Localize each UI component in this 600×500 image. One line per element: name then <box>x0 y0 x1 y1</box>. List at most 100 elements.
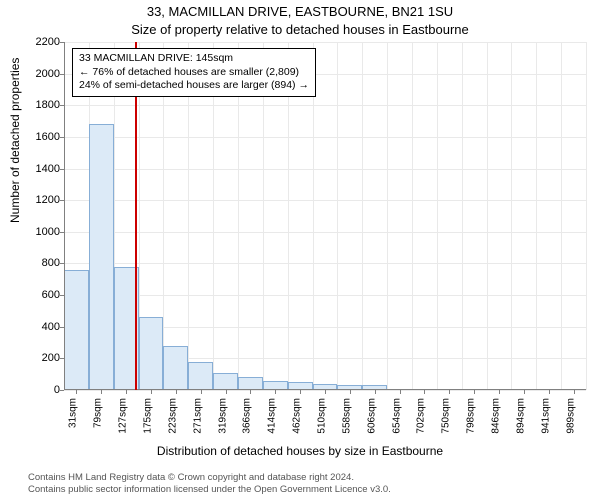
y-tick-label: 1600 <box>20 131 60 143</box>
x-tick-mark <box>524 390 525 394</box>
x-tick-label: 654sqm <box>391 398 402 448</box>
x-tick-mark <box>275 390 276 394</box>
x-tick-mark <box>574 390 575 394</box>
gridline-vertical <box>487 42 488 390</box>
x-tick-label: 31sqm <box>68 398 79 448</box>
y-tick-label: 600 <box>20 289 60 301</box>
gridline-horizontal <box>64 263 586 264</box>
gridline-horizontal <box>64 42 586 43</box>
x-tick-mark <box>325 390 326 394</box>
x-tick-label: 223sqm <box>167 398 178 448</box>
x-tick-mark <box>226 390 227 394</box>
gridline-horizontal <box>64 137 586 138</box>
x-tick-label: 989sqm <box>565 398 576 448</box>
y-tick-label: 1400 <box>20 163 60 175</box>
gridline-vertical <box>462 42 463 390</box>
gridline-vertical <box>511 42 512 390</box>
x-tick-mark <box>201 390 202 394</box>
legend-line-2: ← 76% of detached houses are smaller (2,… <box>79 66 309 80</box>
y-axis-line <box>64 42 65 390</box>
y-tick-mark <box>60 137 64 138</box>
histogram-bar <box>188 362 213 390</box>
footer-line-2: Contains public sector information licen… <box>28 484 391 496</box>
x-tick-label: 175sqm <box>143 398 154 448</box>
gridline-vertical <box>536 42 537 390</box>
x-tick-mark <box>76 390 77 394</box>
x-tick-mark <box>350 390 351 394</box>
gridline-horizontal <box>64 105 586 106</box>
x-tick-label: 414sqm <box>267 398 278 448</box>
x-tick-mark <box>126 390 127 394</box>
y-tick-label: 0 <box>20 384 60 396</box>
gridline-vertical <box>586 42 587 390</box>
legend-box: 33 MACMILLAN DRIVE: 145sqm ← 76% of deta… <box>72 48 316 97</box>
y-tick-label: 2200 <box>20 36 60 48</box>
x-tick-label: 798sqm <box>466 398 477 448</box>
y-tick-label: 2000 <box>20 68 60 80</box>
x-tick-label: 510sqm <box>317 398 328 448</box>
x-tick-label: 366sqm <box>242 398 253 448</box>
gridline-horizontal <box>64 200 586 201</box>
gridline-horizontal <box>64 232 586 233</box>
histogram-bar <box>163 346 188 390</box>
y-tick-mark <box>60 295 64 296</box>
y-tick-mark <box>60 169 64 170</box>
y-tick-mark <box>60 105 64 106</box>
y-tick-label: 800 <box>20 257 60 269</box>
footer-line-1: Contains HM Land Registry data © Crown c… <box>28 472 391 484</box>
footer-attribution: Contains HM Land Registry data © Crown c… <box>28 472 391 496</box>
x-tick-mark <box>549 390 550 394</box>
gridline-vertical <box>362 42 363 390</box>
x-tick-label: 606sqm <box>366 398 377 448</box>
x-tick-label: 894sqm <box>515 398 526 448</box>
y-tick-mark <box>60 200 64 201</box>
x-tick-mark <box>250 390 251 394</box>
x-tick-mark <box>375 390 376 394</box>
x-tick-mark <box>424 390 425 394</box>
x-tick-label: 846sqm <box>491 398 502 448</box>
x-tick-mark <box>151 390 152 394</box>
gridline-horizontal <box>64 295 586 296</box>
histogram-bar <box>139 317 164 390</box>
x-tick-label: 941sqm <box>540 398 551 448</box>
x-tick-label: 702sqm <box>416 398 427 448</box>
x-tick-mark <box>176 390 177 394</box>
gridline-vertical <box>412 42 413 390</box>
y-tick-mark <box>60 390 64 391</box>
x-tick-mark <box>300 390 301 394</box>
histogram-bar <box>64 270 89 390</box>
y-tick-label: 1200 <box>20 194 60 206</box>
page-title-address: 33, MACMILLAN DRIVE, EASTBOURNE, BN21 1S… <box>0 4 600 19</box>
x-tick-label: 127sqm <box>118 398 129 448</box>
gridline-vertical <box>437 42 438 390</box>
y-tick-label: 400 <box>20 321 60 333</box>
x-tick-mark <box>499 390 500 394</box>
histogram-bar <box>89 124 114 390</box>
legend-line-1: 33 MACMILLAN DRIVE: 145sqm <box>79 52 309 66</box>
y-tick-mark <box>60 232 64 233</box>
x-axis-label: Distribution of detached houses by size … <box>0 444 600 458</box>
y-tick-mark <box>60 42 64 43</box>
x-tick-mark <box>400 390 401 394</box>
page-subtitle: Size of property relative to detached ho… <box>0 22 600 37</box>
x-tick-label: 79sqm <box>93 398 104 448</box>
y-tick-mark <box>60 327 64 328</box>
y-tick-mark <box>60 358 64 359</box>
x-tick-label: 462sqm <box>292 398 303 448</box>
gridline-vertical <box>561 42 562 390</box>
x-tick-label: 750sqm <box>441 398 452 448</box>
y-tick-mark <box>60 74 64 75</box>
gridline-vertical <box>387 42 388 390</box>
legend-line-3: 24% of semi-detached houses are larger (… <box>79 79 309 93</box>
x-tick-mark <box>101 390 102 394</box>
x-tick-mark <box>449 390 450 394</box>
x-tick-label: 319sqm <box>217 398 228 448</box>
x-tick-label: 271sqm <box>192 398 203 448</box>
histogram-bar <box>213 373 238 390</box>
gridline-horizontal <box>64 169 586 170</box>
gridline-vertical <box>337 42 338 390</box>
x-tick-mark <box>474 390 475 394</box>
y-tick-label: 1800 <box>20 99 60 111</box>
y-tick-label: 200 <box>20 352 60 364</box>
y-tick-mark <box>60 263 64 264</box>
